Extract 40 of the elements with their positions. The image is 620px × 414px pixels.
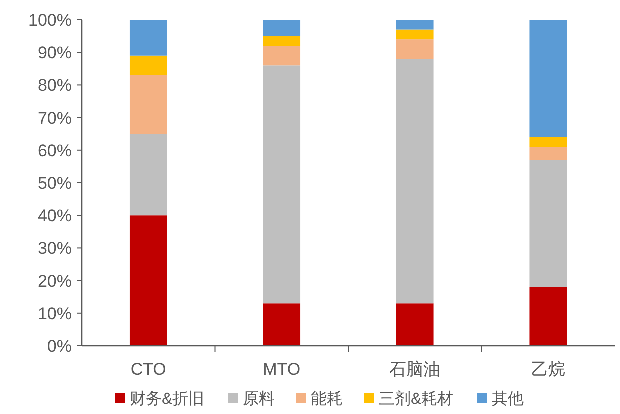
y-tick-label: 100% — [28, 11, 72, 30]
x-tick-label: 乙烷 — [531, 360, 566, 379]
y-tick-label: 60% — [38, 141, 72, 160]
legend-label: 三剂&耗材 — [379, 390, 454, 408]
bar — [130, 134, 168, 216]
y-tick-label: 90% — [38, 44, 72, 63]
y-tick-label: 20% — [38, 272, 72, 291]
bar — [263, 66, 301, 304]
bar — [263, 20, 301, 36]
bar — [130, 20, 168, 56]
bar — [530, 147, 568, 160]
bar — [396, 59, 434, 304]
bar — [130, 75, 168, 134]
legend-label: 财务&折旧 — [130, 390, 205, 408]
y-tick-label: 30% — [38, 239, 72, 258]
y-tick-label: 70% — [38, 108, 72, 128]
y-tick-label: 80% — [38, 76, 72, 96]
bar — [263, 46, 301, 66]
bar — [530, 20, 568, 138]
bar — [396, 40, 434, 60]
legend-label: 其他 — [492, 390, 524, 408]
bar — [263, 304, 301, 346]
y-tick-label: 10% — [38, 304, 72, 324]
bar — [530, 160, 568, 288]
legend-label: 原料 — [243, 390, 275, 408]
bar — [130, 56, 168, 76]
bar — [396, 304, 434, 346]
bar — [396, 20, 434, 30]
x-tick-label: 石脑油 — [390, 360, 441, 379]
bar — [396, 30, 434, 40]
bar — [530, 287, 568, 346]
bar — [263, 36, 301, 46]
legend-label: 能耗 — [311, 390, 343, 408]
y-tick-label: 50% — [38, 174, 72, 193]
y-tick-label: 0% — [47, 337, 72, 356]
x-tick-label: MTO — [263, 360, 301, 379]
bar — [530, 137, 568, 148]
y-tick-label: 40% — [38, 206, 72, 226]
bar — [130, 216, 168, 346]
x-tick-label: CTO — [130, 360, 166, 379]
